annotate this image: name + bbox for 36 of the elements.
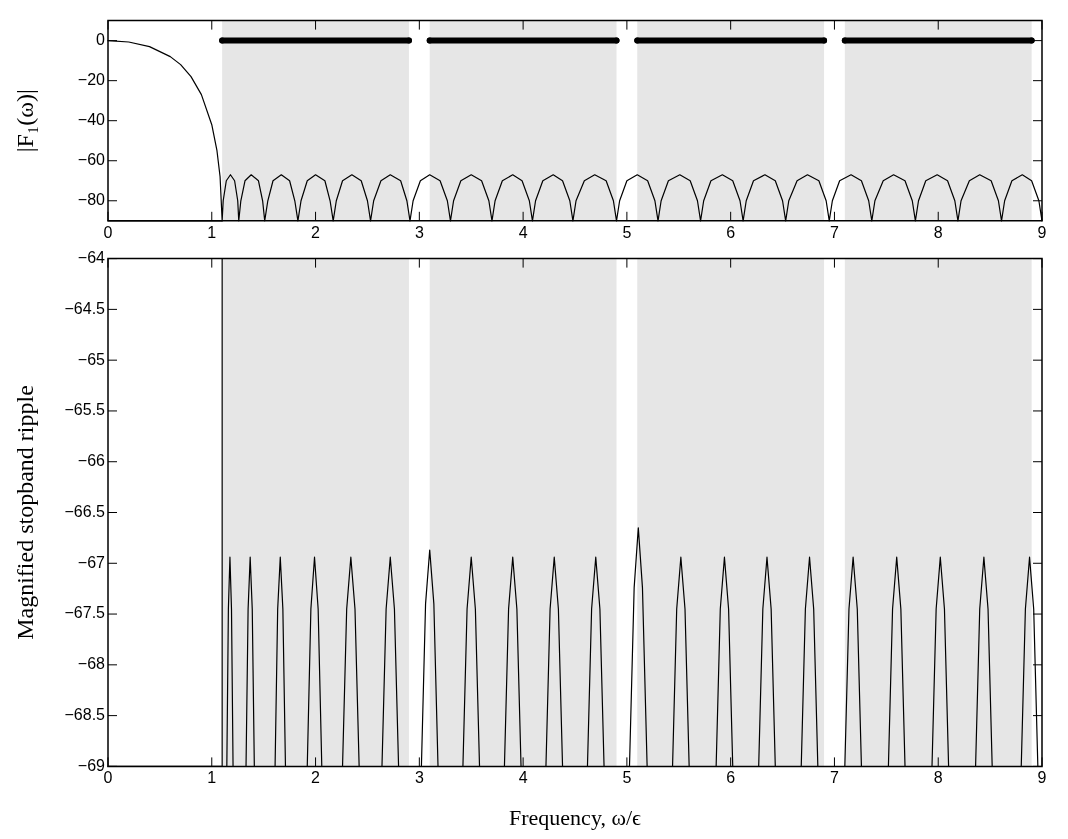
x-tick-label: 9: [1037, 769, 1047, 787]
x-tick-label: 1: [207, 769, 217, 787]
x-tick-label: 2: [311, 769, 321, 787]
y-tick-label: −60: [77, 151, 106, 169]
x-tick-label: 4: [518, 223, 528, 241]
y-tick-label: −68.5: [64, 706, 106, 724]
y-tick-label: −64.5: [64, 299, 106, 317]
x-tick-label: 6: [726, 223, 736, 241]
x-tick-label: 8: [933, 223, 943, 241]
y-tick-label: −80: [77, 191, 106, 209]
x-tick-label: 2: [311, 223, 321, 241]
x-tick-label: 3: [414, 223, 424, 241]
y-tick-label: −67.5: [64, 604, 106, 622]
y-tick-label: −68: [77, 655, 106, 673]
y-axis-title: |F₁(ω)|: [11, 89, 38, 153]
y-tick-label: 0: [96, 31, 106, 49]
y-tick-label: −20: [77, 71, 106, 89]
x-tick-label: 7: [829, 769, 839, 787]
y-tick-label: −40: [77, 111, 106, 129]
x-tick-label: 4: [518, 769, 528, 787]
x-tick-label: 5: [622, 769, 632, 787]
x-axis-title: Frequency, ω/ϵ: [509, 804, 642, 830]
y-tick-label: −66: [77, 452, 106, 470]
y-tick-label: −67: [77, 553, 106, 571]
x-tick-label: 8: [933, 769, 943, 787]
y-tick-label: −65.5: [64, 401, 106, 419]
y-tick-label: −65: [77, 350, 106, 368]
x-tick-label: 7: [829, 223, 839, 241]
y-tick-label: −64: [77, 249, 106, 267]
x-tick-label: 5: [622, 223, 632, 241]
x-tick-label: 3: [414, 769, 424, 787]
x-tick-label: 1: [207, 223, 217, 241]
x-tick-label: 9: [1037, 223, 1047, 241]
x-tick-label: 6: [726, 769, 736, 787]
y-tick-label: −66.5: [64, 502, 106, 520]
y-axis-title: Magnified stopband ripple: [11, 385, 38, 640]
